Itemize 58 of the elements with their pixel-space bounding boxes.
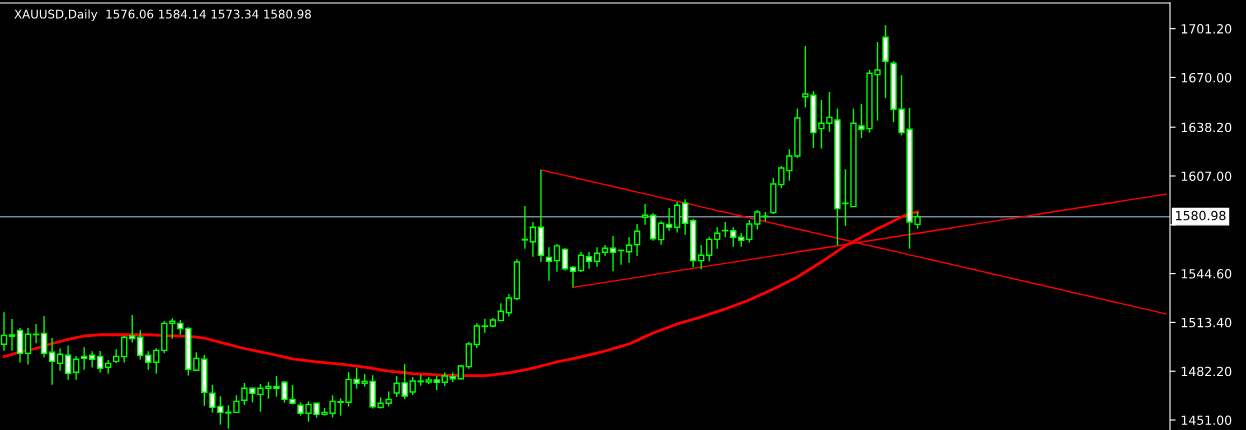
candlestick	[754, 209, 761, 231]
candlestick	[24, 327, 32, 366]
candlestick	[401, 363, 408, 400]
candlestick	[393, 375, 400, 398]
candlestick	[80, 346, 88, 371]
candlestick	[657, 220, 665, 246]
candlestick	[706, 235, 713, 262]
candlestick	[169, 317, 176, 340]
candlestick	[48, 337, 56, 386]
candlestick	[665, 207, 673, 232]
candlestick	[121, 335, 128, 364]
y-tick-label: 1670.00	[1181, 72, 1232, 83]
candlestick	[521, 205, 529, 250]
candlestick	[545, 246, 553, 282]
candlestick	[569, 265, 577, 289]
candlestick	[882, 24, 889, 99]
y-tick-label: 1482.20	[1181, 366, 1232, 377]
candlestick	[64, 344, 72, 381]
y-tick-label: 1638.20	[1181, 122, 1232, 133]
candlestick	[585, 251, 593, 270]
candlestick	[553, 243, 561, 273]
candlestick	[529, 221, 537, 258]
candlestick	[129, 314, 136, 344]
candlestick	[481, 317, 489, 334]
y-tick-label: 1513.40	[1181, 317, 1232, 328]
candlestick	[577, 251, 585, 273]
candlestick	[40, 315, 48, 358]
y-tick-label: 1451.00	[1181, 415, 1232, 425]
y-tick-label: 1701.20	[1181, 24, 1232, 34]
candlestick	[641, 203, 649, 226]
y-tick-label: 1607.00	[1181, 171, 1232, 181]
candlestick	[72, 355, 80, 381]
candlestick	[681, 198, 689, 236]
candlestick	[746, 219, 753, 244]
y-tick-label: 1544.60	[1181, 269, 1232, 279]
candlestick	[0, 311, 8, 352]
candlestick	[56, 347, 64, 372]
candlestick	[88, 350, 96, 369]
candlestick	[714, 226, 721, 250]
candlestick	[96, 350, 104, 374]
candlestick	[649, 212, 657, 242]
candlestick	[153, 347, 160, 375]
candlestick	[730, 226, 737, 248]
candlestick	[137, 329, 144, 361]
candlestick	[105, 359, 112, 375]
candlestick	[561, 247, 569, 272]
candlestick	[16, 327, 24, 364]
candlestick	[673, 201, 681, 234]
candlestick	[465, 341, 472, 370]
candlestick	[609, 235, 617, 272]
text: XAUUSD,Daily 1576.06 1584.14 1573.34 1580.98	[14, 9, 311, 21]
candlestick	[145, 350, 152, 371]
candlestick	[593, 246, 601, 268]
candlestick	[8, 318, 16, 352]
candlestick	[505, 293, 513, 318]
candlestick	[473, 322, 480, 349]
candlestick	[633, 223, 641, 257]
ref-line-label: 1580.98	[1176, 210, 1226, 221]
